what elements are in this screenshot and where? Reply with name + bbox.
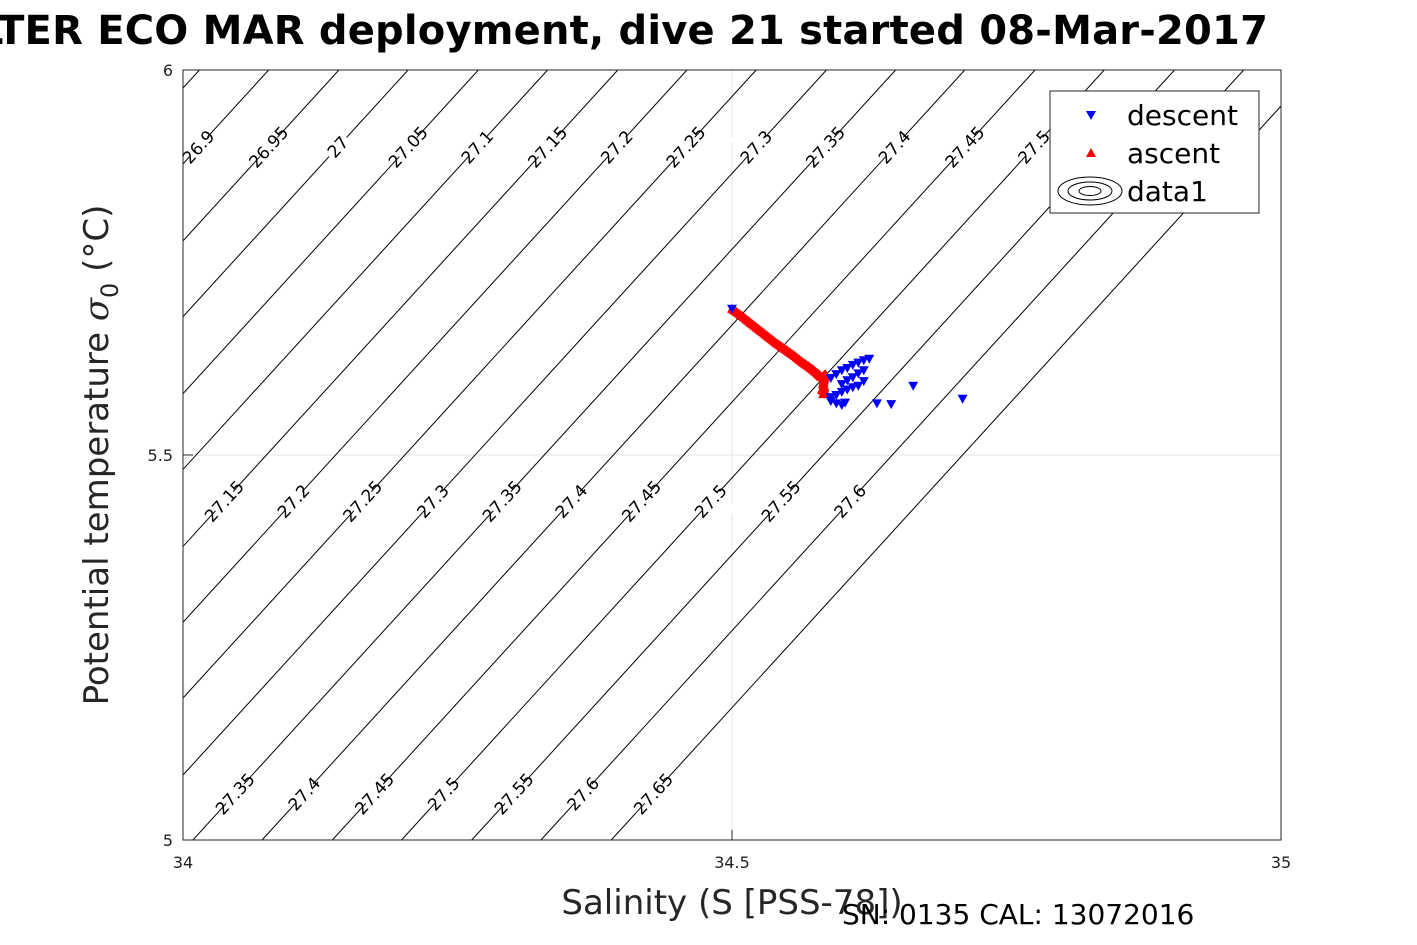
density-contour-line bbox=[183, 70, 340, 242]
legend-data1-label: data1 bbox=[1127, 175, 1208, 208]
descent-point bbox=[831, 390, 842, 400]
descent-point bbox=[836, 366, 847, 376]
y-axis-label-subscript: 0 bbox=[96, 283, 124, 298]
ascent-series bbox=[727, 303, 831, 399]
descent-point bbox=[825, 374, 836, 383]
descent-point bbox=[842, 376, 853, 386]
chart-title: LTER ECO MAR deployment, dive 21 started… bbox=[0, 8, 1269, 54]
y-tick-label: 5 bbox=[163, 831, 173, 850]
descent-point bbox=[836, 387, 847, 397]
contour-label-mask bbox=[590, 121, 644, 173]
y-axis-label-symbol: σ bbox=[77, 297, 117, 321]
descent-point bbox=[842, 385, 853, 395]
contour-label-mask bbox=[659, 121, 713, 173]
descent-point bbox=[853, 381, 864, 391]
contour-label-mask bbox=[754, 475, 808, 527]
descent-point bbox=[847, 360, 858, 370]
density-contour-line bbox=[261, 70, 966, 840]
contour-label-mask bbox=[684, 475, 738, 527]
y-tick-label: 5.5 bbox=[148, 446, 173, 465]
contour-label-mask bbox=[197, 475, 251, 527]
descent-point bbox=[840, 398, 851, 408]
y-axis-ticks: 55.56 bbox=[148, 61, 193, 850]
x-tick-label: 34 bbox=[173, 853, 193, 872]
descent-point bbox=[727, 304, 737, 314]
density-contour-line bbox=[183, 70, 827, 776]
contour-label-mask bbox=[381, 121, 435, 173]
descent-point bbox=[853, 358, 864, 368]
density-contours bbox=[183, 70, 1281, 840]
density-contour-line bbox=[183, 70, 479, 395]
y-axis-label: Potential temperature σ0 (°C) bbox=[77, 205, 124, 706]
x-tick-label: 34.5 bbox=[714, 853, 750, 872]
density-contour-line bbox=[331, 70, 1036, 840]
contour-label-mask bbox=[938, 121, 992, 173]
x-axis-label: Salinity (S [PSS-78]) bbox=[561, 883, 902, 923]
contour-label-mask bbox=[556, 768, 610, 820]
ascent-point bbox=[818, 389, 829, 399]
legend: descent ascent data1 bbox=[1049, 90, 1260, 214]
y-tick-label: 6 bbox=[163, 61, 173, 80]
x-axis-ticks: 34 34.5 35 bbox=[173, 830, 1291, 872]
contour-label-mask bbox=[823, 475, 877, 527]
contour-label-mask bbox=[521, 121, 575, 173]
descent-point bbox=[871, 399, 882, 409]
density-contour-line bbox=[183, 70, 619, 548]
descent-point bbox=[847, 373, 858, 383]
y-axis-label-prefix: Potential temperature bbox=[77, 321, 117, 705]
descent-point bbox=[858, 377, 869, 387]
density-contour-line bbox=[183, 70, 409, 318]
contour-label-mask bbox=[336, 475, 390, 527]
descent-series bbox=[727, 304, 968, 410]
contour-label-mask bbox=[311, 121, 365, 173]
descent-point bbox=[847, 383, 858, 393]
contour-label-mask bbox=[626, 768, 680, 820]
contour-label-mask bbox=[729, 121, 783, 173]
contour-label-mask bbox=[1007, 121, 1061, 173]
contour-label-mask bbox=[242, 121, 296, 173]
descent-point bbox=[858, 356, 869, 366]
grid-lines bbox=[183, 70, 1281, 840]
legend-descent-label: descent bbox=[1127, 99, 1238, 132]
contour-label-mask bbox=[450, 121, 504, 173]
descent-point bbox=[853, 369, 864, 379]
x-tick-label: 35 bbox=[1271, 853, 1291, 872]
descent-point bbox=[831, 370, 842, 380]
contour-label-mask bbox=[266, 475, 320, 527]
contour-label-mask bbox=[406, 475, 460, 527]
density-contour-line bbox=[192, 70, 896, 840]
legend-descent-marker bbox=[1086, 111, 1096, 120]
y-axis-label-suffix: (°C) bbox=[77, 205, 117, 283]
descent-point bbox=[864, 354, 875, 364]
descent-point bbox=[842, 363, 853, 373]
descent-point bbox=[957, 394, 968, 404]
density-contour-line bbox=[183, 70, 688, 623]
contour-label-mask bbox=[171, 121, 225, 173]
density-contour-line bbox=[183, 70, 548, 471]
contour-label-mask bbox=[798, 121, 852, 173]
density-contour-line bbox=[183, 70, 757, 699]
contour-label-mask bbox=[615, 475, 669, 527]
serial-calibration-note: SN: 0135 CAL: 13072016 bbox=[842, 898, 1195, 931]
contour-label-mask bbox=[475, 475, 529, 527]
descent-point bbox=[825, 397, 836, 407]
contour-label-mask bbox=[544, 475, 598, 527]
contour-label-mask bbox=[277, 768, 331, 820]
legend-ascent-label: ascent bbox=[1127, 137, 1220, 170]
legend-contour-icon bbox=[1057, 176, 1123, 206]
legend-ascent-marker bbox=[1086, 148, 1096, 157]
contour-label-mask bbox=[208, 768, 262, 820]
contour-label-mask bbox=[348, 768, 401, 820]
descent-point bbox=[836, 380, 847, 390]
contour-label-mask bbox=[417, 768, 471, 820]
contour-label-mask bbox=[487, 768, 541, 820]
descent-point bbox=[858, 366, 869, 376]
contour-label-mask bbox=[868, 121, 921, 173]
legend-box bbox=[1049, 90, 1260, 214]
density-contour-line bbox=[401, 70, 1105, 840]
descent-point bbox=[886, 400, 897, 410]
descent-point bbox=[908, 381, 919, 391]
